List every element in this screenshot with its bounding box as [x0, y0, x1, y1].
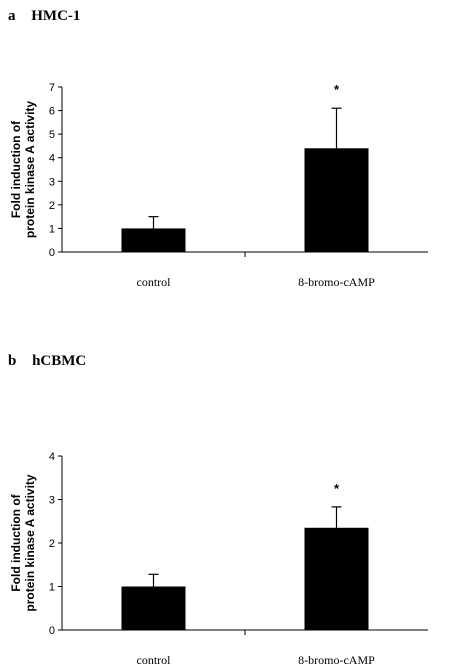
category-label: 8-bromo-cAMP	[298, 275, 375, 289]
bar-chart: Fold induction ofprotein kinase A activi…	[9, 82, 428, 289]
panel-heading: b hCBMC	[8, 353, 86, 370]
chart-title: hCBMC	[32, 353, 87, 369]
category-label: control	[137, 653, 172, 665]
y-axis-label: Fold induction ofprotein kinase A activi…	[9, 101, 37, 238]
chart-title: HMC-1	[31, 8, 81, 24]
significance-marker: *	[334, 82, 340, 97]
bar-chart: Fold induction ofprotein kinase A activi…	[9, 451, 428, 665]
chart-panel-b: b hCBMC Fold induction ofprotein kinase …	[0, 320, 454, 665]
y-tick-label: 3	[49, 176, 55, 188]
bar	[304, 148, 369, 252]
bar	[304, 527, 369, 630]
y-tick-label: 1	[49, 582, 55, 594]
y-axis-label-line: Fold induction of	[9, 493, 23, 591]
y-tick-label: 1	[49, 223, 55, 235]
y-axis-label-line: Fold induction of	[9, 120, 23, 218]
panel-letter: b	[8, 353, 17, 369]
y-tick-label: 6	[49, 106, 55, 118]
y-tick-label: 4	[49, 153, 55, 165]
category-label: 8-bromo-cAMP	[298, 653, 375, 665]
category-label: control	[137, 275, 172, 289]
y-tick-label: 7	[49, 82, 55, 94]
y-tick-label: 0	[49, 247, 55, 259]
panel-heading: a HMC-1	[8, 8, 80, 25]
bar	[121, 228, 186, 252]
chart-panel-a: a HMC-1 Fold induction ofprotein kinase …	[0, 0, 454, 320]
significance-marker: *	[334, 481, 340, 496]
y-axis-label: Fold induction ofprotein kinase A activi…	[9, 474, 37, 611]
bar	[121, 586, 186, 630]
y-tick-label: 2	[49, 200, 55, 212]
y-tick-label: 0	[49, 625, 55, 637]
y-tick-label: 5	[49, 129, 55, 141]
y-axis-label-line: protein kinase A activity	[23, 101, 37, 238]
y-tick-label: 4	[49, 451, 55, 463]
panel-letter: a	[8, 8, 16, 24]
y-tick-label: 2	[49, 538, 55, 550]
y-tick-label: 3	[49, 495, 55, 507]
y-axis-label-line: protein kinase A activity	[23, 474, 37, 611]
